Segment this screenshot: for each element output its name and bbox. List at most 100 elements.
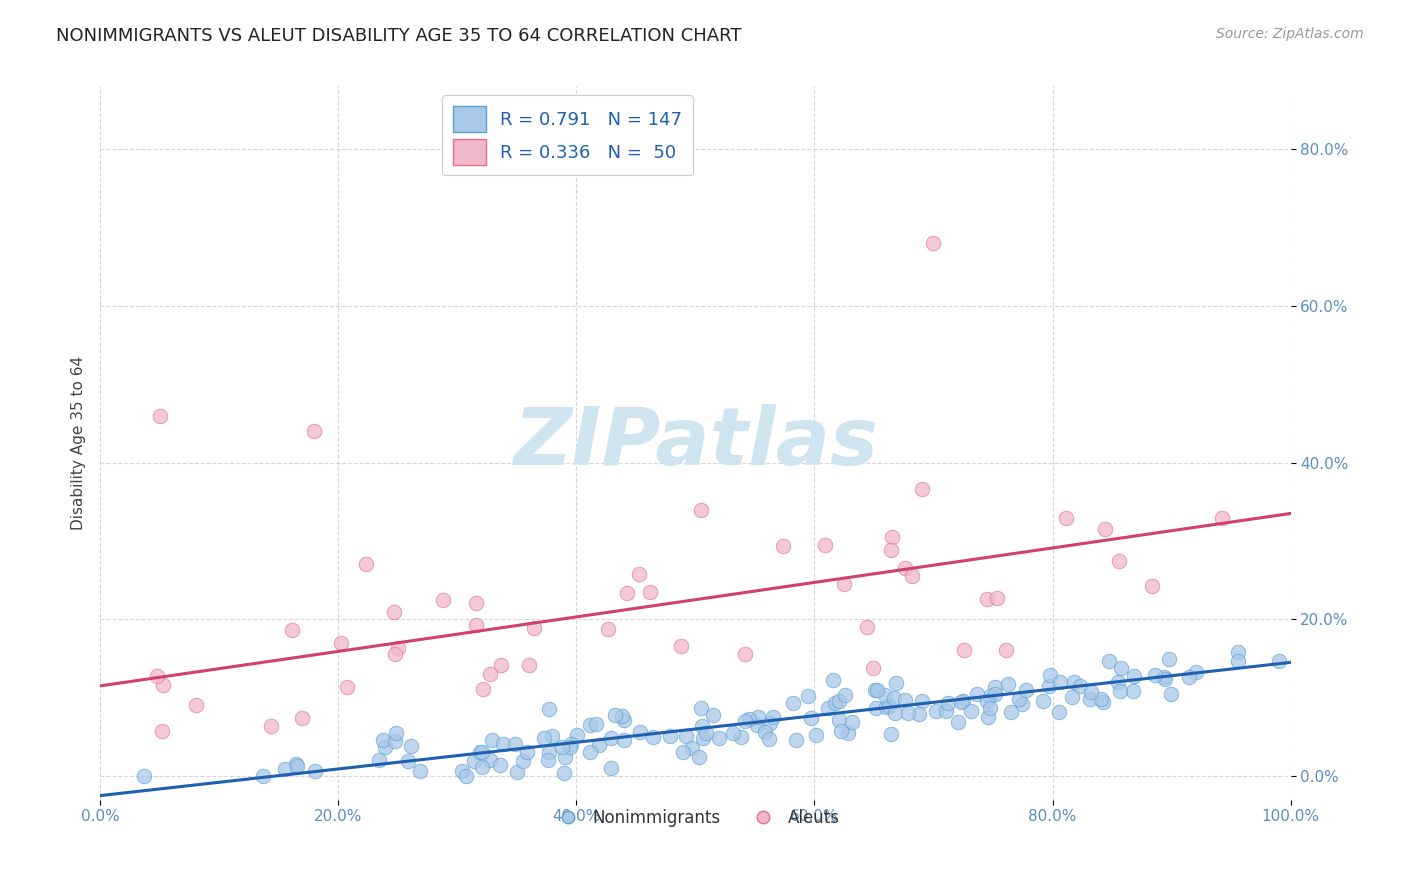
Point <box>952 694 974 708</box>
Point <box>387 640 409 655</box>
Point <box>132 769 155 783</box>
Point <box>478 666 501 681</box>
Point <box>628 566 651 581</box>
Point <box>613 733 636 747</box>
Point <box>738 712 761 726</box>
Point <box>284 756 307 771</box>
Point <box>382 606 405 620</box>
Point <box>834 688 856 702</box>
Point <box>512 754 534 768</box>
Point <box>762 709 785 723</box>
Point <box>950 694 973 708</box>
Point <box>911 694 934 708</box>
Point <box>1000 705 1022 719</box>
Point <box>506 765 529 780</box>
Point <box>977 710 1000 724</box>
Point <box>588 738 610 752</box>
Point <box>1211 511 1233 525</box>
Point <box>537 745 560 759</box>
Point <box>953 643 976 657</box>
Point <box>396 754 419 768</box>
Point <box>1078 692 1101 706</box>
Point <box>541 730 564 744</box>
Point <box>1109 661 1132 675</box>
Point <box>817 701 839 715</box>
Point <box>150 723 173 738</box>
Point <box>252 769 274 783</box>
Point <box>638 585 661 599</box>
Point <box>1160 687 1182 701</box>
Point <box>610 709 633 723</box>
Point <box>681 741 703 756</box>
Point <box>669 639 692 653</box>
Point <box>273 762 295 776</box>
Point <box>1069 679 1091 693</box>
Point <box>456 769 478 783</box>
Point <box>451 764 474 779</box>
Point <box>599 761 621 775</box>
Point <box>897 706 920 721</box>
Point <box>1227 645 1250 659</box>
Point <box>830 724 852 739</box>
Point <box>1011 697 1033 711</box>
Point <box>877 699 900 714</box>
Point <box>304 764 326 779</box>
Point <box>690 719 713 733</box>
Point <box>489 758 512 772</box>
Point <box>984 681 1007 695</box>
Point <box>603 708 626 723</box>
Point <box>533 731 555 746</box>
Point <box>759 716 782 731</box>
Point <box>409 764 432 779</box>
Point <box>371 733 394 747</box>
Point <box>465 595 488 609</box>
Point <box>628 724 651 739</box>
Point <box>1122 684 1144 698</box>
Point <box>911 482 934 496</box>
Point <box>399 739 422 754</box>
Point <box>979 689 1001 703</box>
Point <box>579 718 602 732</box>
Point <box>796 689 818 703</box>
Point <box>1060 690 1083 704</box>
Point <box>675 729 697 743</box>
Point <box>692 731 714 745</box>
Point <box>152 678 174 692</box>
Point <box>695 726 717 740</box>
Point <box>551 740 574 755</box>
Point <box>979 700 1001 714</box>
Point <box>997 677 1019 691</box>
Point <box>1049 675 1071 690</box>
Point <box>478 753 501 767</box>
Point <box>721 726 744 740</box>
Point <box>492 737 515 751</box>
Point <box>145 669 167 683</box>
Point <box>374 739 396 754</box>
Point <box>281 623 304 637</box>
Point <box>837 726 859 740</box>
Point <box>537 753 560 767</box>
Point <box>976 693 998 707</box>
Point <box>925 705 948 719</box>
Point <box>894 561 917 575</box>
Point <box>553 765 575 780</box>
Point <box>384 647 406 661</box>
Point <box>1144 667 1167 681</box>
Point <box>641 731 664 745</box>
Point <box>880 727 903 741</box>
Point <box>471 746 494 760</box>
Point <box>893 693 915 707</box>
Point <box>1047 706 1070 720</box>
Point <box>287 759 309 773</box>
Point <box>1185 665 1208 679</box>
Point <box>1063 675 1085 690</box>
Point <box>672 745 695 759</box>
Legend: Nonimmigrants, Aleuts: Nonimmigrants, Aleuts <box>544 803 846 834</box>
Point <box>465 617 488 632</box>
Point <box>747 710 769 724</box>
Point <box>814 538 837 552</box>
Point <box>702 708 724 723</box>
Point <box>984 687 1007 701</box>
Point <box>1108 684 1130 698</box>
Point <box>866 683 889 698</box>
